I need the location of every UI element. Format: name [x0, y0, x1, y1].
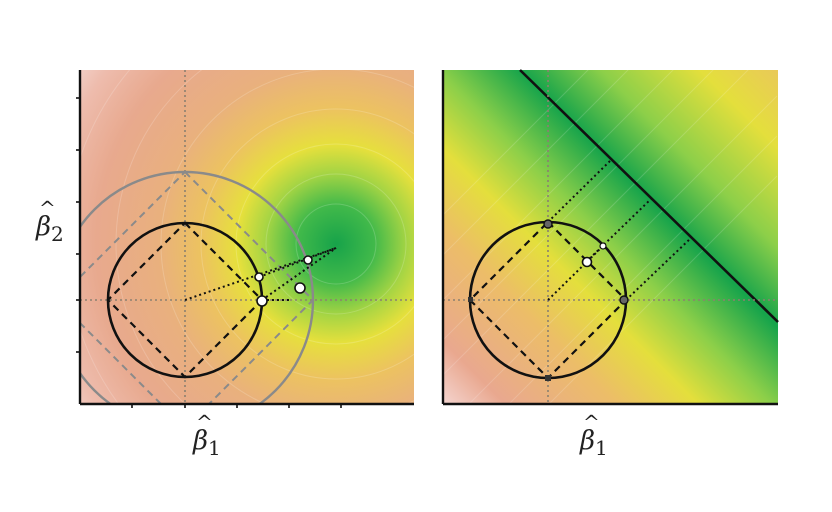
left-point-a [303, 255, 313, 265]
right-panel [441, 69, 779, 406]
right-point-right [619, 295, 629, 305]
left-large-l1-diamond [80, 170, 315, 404]
left-loss-contour-field [80, 70, 414, 404]
right-marker-bottom [545, 375, 551, 381]
left-panel [76, 70, 414, 408]
right-point-b [599, 242, 607, 250]
right-point-top [543, 219, 553, 229]
left-point-b [254, 272, 264, 282]
left-point-d [256, 295, 268, 307]
right-point-a [581, 256, 593, 268]
left-y-axis-label: ^ β2 [36, 196, 64, 246]
left-x-axis-label: ^ β1 [193, 410, 221, 460]
right-marker-left [468, 297, 473, 302]
left-l1-diamond [106, 221, 264, 379]
left-ticks [76, 97, 342, 408]
left-point-c [294, 282, 306, 294]
right-solution-paths [547, 159, 692, 301]
right-optimum-line [519, 69, 779, 323]
left-solution-paths [184, 247, 337, 301]
right-x-axis-label: ^ β1 [580, 410, 608, 460]
